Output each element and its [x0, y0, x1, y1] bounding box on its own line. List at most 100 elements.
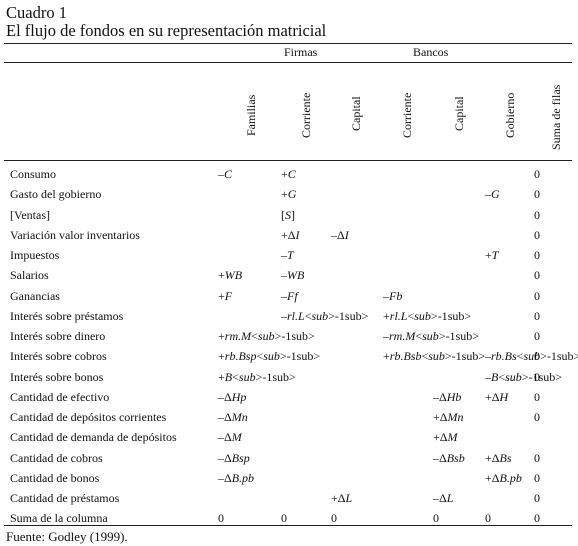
- row-label: Cantidad de bonos: [10, 470, 100, 485]
- table-row: Interés sobre bonos +B<sub>-1sub> –B<sub>-…: [0, 370, 578, 390]
- table-cell: 0: [218, 511, 224, 526]
- row-label: Consumo: [10, 167, 57, 181]
- table-cell: +ΔMn: [433, 410, 464, 424]
- row-label: Interés sobre dinero: [10, 329, 106, 343]
- row-label: Cantidad de cobros: [10, 450, 103, 465]
- table-cell: –ΔL: [433, 491, 454, 505]
- table-cell: 0: [534, 329, 540, 343]
- table-row: Salarios +WB –WB 0: [0, 268, 578, 288]
- row-label: Interés sobre préstamos: [10, 308, 124, 323]
- table-cell: +G: [281, 187, 297, 202]
- table-row: Cantidad de bonos –ΔB.pb +ΔB.pb 0: [0, 471, 578, 491]
- row-label: Variación valor inventarios: [10, 227, 140, 242]
- table-cell: –Fb: [383, 288, 403, 303]
- table-cell: –ΔHp: [218, 389, 247, 404]
- table-row: Interés sobre cobros +rb.Bsp<sub>-1sub> +r…: [0, 349, 578, 369]
- table-cell: –ΔM: [218, 430, 242, 445]
- row-label: Impuestos: [10, 248, 60, 262]
- table-cell: –ΔBsb: [433, 450, 465, 465]
- table-row: Interés sobre préstamos –rl.L<sub>-1sub> +…: [0, 309, 578, 329]
- table-cell: +ΔL: [331, 491, 353, 505]
- table-cell: –rb.Bs<sub>-1sub>: [485, 349, 578, 364]
- table-row: Interés sobre dinero +rm.M<sub>-1sub> –rm.…: [0, 329, 578, 349]
- row-label: Interés sobre cobros: [10, 349, 107, 364]
- table-cell: 0: [534, 227, 540, 242]
- table-caption: Cuadro 1 El flujo de fondos en su repres…: [6, 4, 326, 40]
- table-cell: 0: [534, 308, 540, 323]
- table-row: Suma de la columna 0 0 0 0 0 0: [0, 511, 578, 531]
- table-cell: 0: [534, 349, 540, 364]
- column-header-bancos-capital: Capital: [452, 96, 466, 131]
- group-rule: [4, 62, 572, 63]
- table-cell: 0: [534, 288, 540, 303]
- table-row: Consumo –C +C 0: [0, 167, 578, 187]
- row-label: Ganancias: [10, 288, 60, 303]
- column-header-familias: Familias: [244, 94, 258, 136]
- row-label: Gasto del gobierno: [10, 187, 102, 202]
- table-cell: 0: [534, 470, 540, 485]
- table-cell: +T: [485, 248, 499, 262]
- table-cell: +ΔBs: [485, 450, 512, 465]
- table-cell: +ΔB.pb: [485, 470, 522, 485]
- header-rule: [4, 160, 572, 161]
- column-header-firmas-capital: Capital: [349, 96, 363, 131]
- column-header-firmas-corriente: Corriente: [299, 92, 313, 138]
- row-label: Cantidad de depósitos corrientes: [10, 410, 167, 424]
- table-cell: 0: [534, 268, 540, 283]
- table-cell: –Ff: [281, 288, 298, 303]
- table-cell: 0: [534, 187, 540, 202]
- table-cell: 0: [534, 248, 540, 262]
- table-cell: 0: [534, 167, 540, 181]
- table-cell: 0: [331, 511, 337, 526]
- table-cell: 0: [485, 511, 491, 526]
- table-cell: 0: [534, 410, 540, 424]
- table-cell: –ΔMn: [218, 410, 248, 424]
- table-cell: –rm.M<sub>-1sub>: [383, 329, 479, 343]
- row-label: Interés sobre bonos: [10, 369, 104, 384]
- table-cell: +B<sub>-1sub>: [218, 369, 296, 384]
- table-cell: –rl.L<sub>-1sub>: [281, 308, 369, 323]
- table-row: Variación valor inventarios +ΔI –ΔI 0: [0, 228, 578, 248]
- bottom-rule: [4, 525, 572, 526]
- table-cell: –B<sub>-1sub>: [485, 369, 562, 384]
- table-row: Cantidad de préstamos +ΔL –ΔL 0: [0, 491, 578, 511]
- table-row: Cantidad de depósitos corrientes –ΔMn +ΔMn…: [0, 410, 578, 430]
- table-cell: +F: [218, 288, 233, 303]
- table-cell: 0: [433, 511, 439, 526]
- table-cell: +WB: [218, 268, 243, 283]
- table-cell: –ΔBsp: [218, 450, 250, 465]
- table-cell: –C: [218, 167, 233, 181]
- table-cell: –WB: [281, 268, 305, 283]
- top-rule: [4, 43, 572, 44]
- table-cell: 0: [281, 511, 287, 526]
- table-cell: [S]: [281, 207, 295, 222]
- table-row: Impuestos –T +T 0: [0, 248, 578, 268]
- table-source: Fuente: Godley (1999).: [6, 529, 128, 544]
- table-row: Cantidad de efectivo –ΔHp –ΔHb +ΔH 0: [0, 390, 578, 410]
- row-label: Cantidad de efectivo: [10, 389, 110, 404]
- table-cell: +rm.M<sub>-1sub>: [218, 329, 315, 343]
- column-header-suma-de-filas: Suma de filas: [549, 84, 563, 150]
- table-cell: 0: [534, 450, 540, 465]
- table-row: Cantidad de cobros –ΔBsp –ΔBsb +ΔBs 0: [0, 451, 578, 471]
- table-cell: 0: [534, 491, 540, 505]
- table-cell: +rb.Bsp<sub>-1sub>: [218, 349, 321, 364]
- table-row: Ganancias +F –Ff –Fb 0: [0, 289, 578, 309]
- table-cell: +rb.Bsb<sub>-1sub>: [383, 349, 486, 364]
- column-header-gobierno: Gobierno: [503, 92, 517, 138]
- table-title: El flujo de fondos en su representación …: [6, 21, 327, 40]
- row-label: Suma de la columna: [10, 511, 108, 526]
- table-cell: 0: [534, 369, 540, 384]
- table-row: Cantidad de demanda de depósitos –ΔM +ΔM: [0, 430, 578, 450]
- table-cell: +C: [281, 167, 296, 181]
- table-row: [Ventas] [S] 0: [0, 208, 578, 228]
- row-label: [Ventas]: [10, 207, 50, 222]
- table-number: Cuadro 1: [6, 3, 67, 22]
- table-cell: –T: [281, 248, 294, 262]
- table-cell: –ΔI: [331, 227, 349, 242]
- row-label: Cantidad de demanda de depósitos: [10, 430, 177, 445]
- table-cell: –G: [485, 187, 500, 202]
- table-cell: –ΔHb: [433, 389, 462, 404]
- table-cell: +ΔH: [485, 389, 509, 404]
- table-cell: 0: [534, 511, 540, 526]
